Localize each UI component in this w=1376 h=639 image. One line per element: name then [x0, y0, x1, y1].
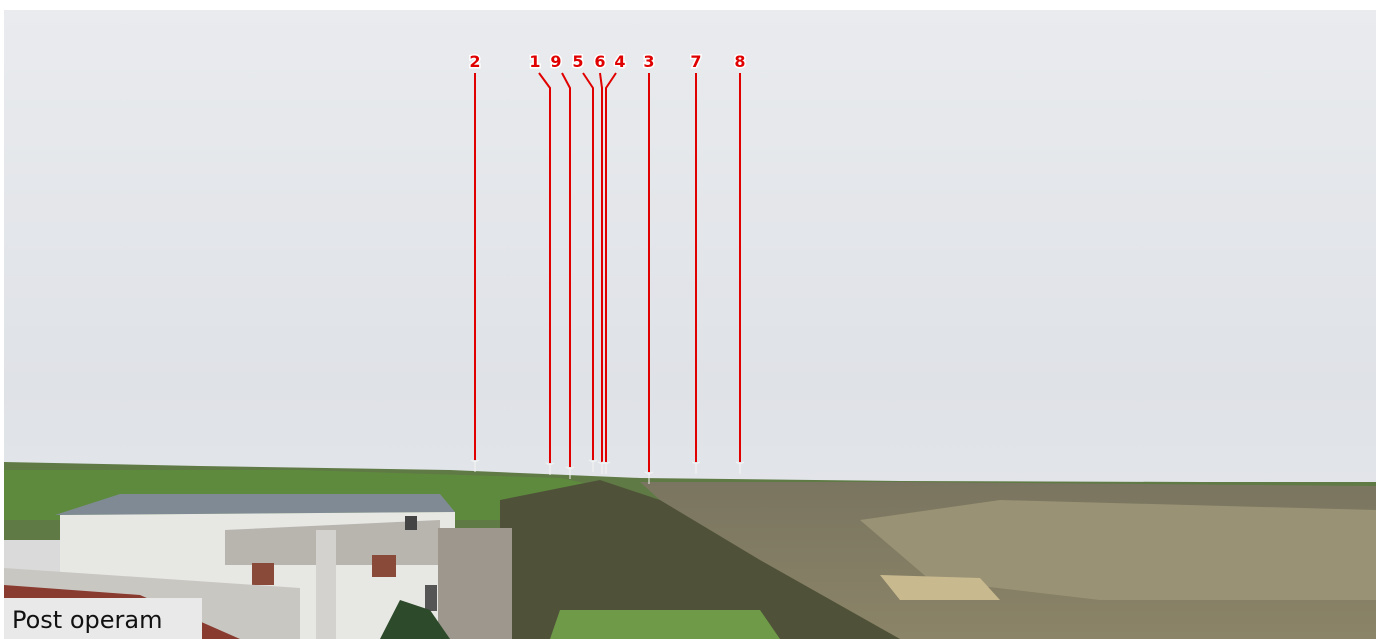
window [425, 585, 437, 611]
caption: Post operam [12, 606, 162, 634]
turbine-marker: 9 [550, 52, 561, 71]
photo-scene: Post operam 2 195643 7 8 [0, 0, 1376, 639]
building-side [438, 528, 512, 639]
turbine-marker: 1 [529, 52, 540, 71]
roof [55, 494, 455, 515]
turbine-marker: 8 [734, 52, 745, 71]
window [252, 563, 274, 585]
window [372, 555, 396, 577]
chimney [316, 530, 336, 639]
turbine-marker: 6 [594, 52, 605, 71]
turbine-marker: 3 [643, 52, 654, 71]
page: Post operam 219564378 (() => { const dat… [0, 0, 1376, 639]
turbine-marker: 7 [690, 52, 701, 71]
window [405, 516, 417, 530]
turbine-marker: 5 [572, 52, 583, 71]
turbine-marker: 2 [469, 52, 480, 71]
meadow [550, 610, 780, 639]
turbine-marker: 4 [614, 52, 625, 71]
